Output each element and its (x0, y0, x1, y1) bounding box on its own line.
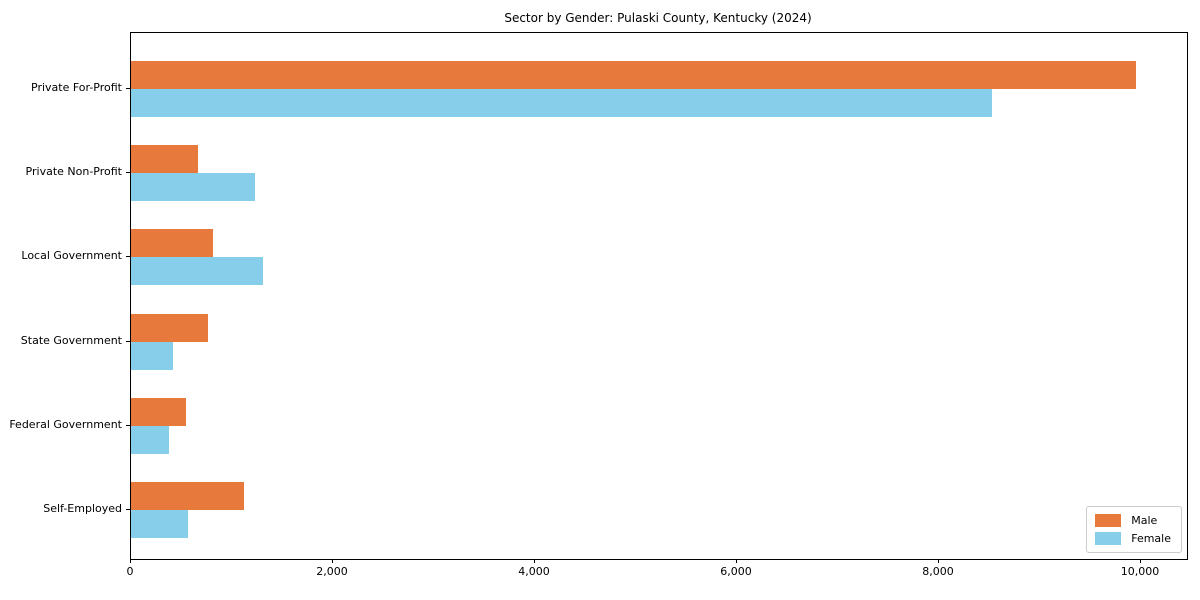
y-tick-mark-4 (126, 424, 130, 426)
chart-title: Sector by Gender: Pulaski County, Kentuc… (504, 11, 812, 25)
y-tick-mark-1 (126, 172, 130, 174)
y-tick-label-1: Private Non-Profit (25, 165, 122, 179)
x-tick-mark-4 (938, 559, 939, 563)
x-tick-label-1: 2,000 (316, 565, 348, 578)
x-tick-mark-1 (332, 559, 333, 563)
y-tick-label-3: State Government (20, 333, 122, 347)
bar-male-3 (131, 313, 209, 342)
female-legend-label: Female (1131, 532, 1171, 545)
bar-female-2 (131, 257, 263, 286)
legend-item-male: Male (1095, 514, 1171, 527)
bar-female-3 (131, 341, 174, 370)
y-tick-mark-2 (126, 256, 130, 258)
bar-female-4 (131, 425, 169, 454)
y-tick-mark-0 (126, 88, 130, 89)
x-tick-label-4: 8,000 (922, 565, 954, 578)
x-tick-mark-2 (534, 559, 535, 563)
bar-female-0 (131, 89, 992, 117)
y-tick-label-2: Local Government (21, 249, 122, 263)
bar-male-5 (131, 482, 244, 510)
x-tick-label-3: 6,000 (720, 565, 752, 578)
female-legend-swatch (1095, 532, 1122, 545)
bar-female-5 (131, 510, 188, 538)
bar-female-1 (131, 173, 255, 202)
bar-male-1 (131, 145, 198, 174)
x-tick-label-0: 0 (126, 565, 134, 578)
y-tick-label-5: Self-Employed (43, 502, 122, 515)
legend: Male Female (1086, 506, 1182, 553)
x-tick-label-2: 4,000 (518, 565, 550, 578)
x-tick-label-5: 10,000 (1120, 565, 1160, 578)
male-legend-label: Male (1131, 514, 1158, 527)
x-tick-mark-5 (1140, 559, 1141, 563)
x-tick-mark-0 (130, 559, 131, 563)
bar-male-0 (131, 61, 1136, 89)
y-tick-mark-3 (126, 340, 130, 342)
x-tick-mark-3 (736, 559, 737, 563)
bar-male-4 (131, 397, 186, 426)
male-legend-swatch (1095, 514, 1122, 527)
plot-area: Male Female (130, 32, 1188, 560)
bar-male-2 (131, 229, 214, 258)
y-tick-label-4: Federal Government (9, 417, 122, 431)
y-tick-mark-5 (126, 509, 130, 510)
y-tick-label-0: Private For-Profit (31, 81, 122, 94)
legend-item-female: Female (1095, 532, 1171, 545)
